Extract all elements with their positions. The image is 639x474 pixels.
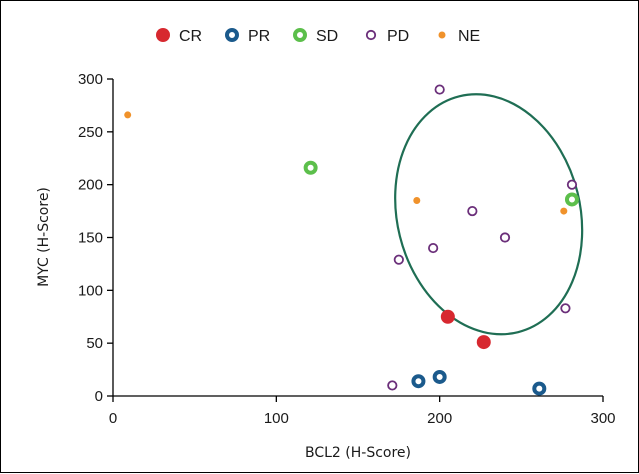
point-cr [476, 335, 491, 350]
point-pd [428, 242, 439, 254]
y-tick-label: 0 [95, 388, 103, 405]
point-ne [124, 111, 132, 119]
y-tick-label: 200 [78, 177, 103, 194]
point-cr [440, 309, 455, 324]
x-tick-label: 100 [264, 410, 289, 427]
point-pd [467, 205, 478, 217]
y-tick-label: 100 [78, 282, 103, 299]
x-ticks: 0 100 200 300 [109, 396, 616, 427]
y-axis-label: MYC (H-Score) [36, 187, 52, 287]
legend-label-ne: NE [458, 28, 480, 45]
point-sd [564, 192, 579, 207]
point-pd [393, 254, 404, 265]
data-points [124, 84, 579, 396]
point-pd [434, 84, 445, 95]
point-pd [499, 232, 511, 243]
legend-marker-ne [438, 31, 446, 39]
point-pr [432, 369, 447, 384]
y-tick-label: 300 [78, 71, 103, 88]
legend-marker-pr [225, 28, 239, 42]
y-tick-label: 50 [86, 335, 103, 352]
annotations [394, 93, 584, 336]
legend-marker-pd [365, 29, 377, 41]
point-pd [560, 303, 571, 314]
point-ne [413, 197, 421, 205]
legend-marker-sd [293, 28, 307, 42]
annotation-ellipse [394, 93, 584, 336]
legend-label-sd: SD [316, 28, 338, 45]
legend: CR PR SD PD NE [156, 28, 480, 45]
x-tick-label: 0 [109, 410, 117, 427]
y-tick-label: 150 [78, 230, 103, 247]
x-axis-label: BCL2 (H-Score) [305, 445, 411, 461]
x-tick-label: 300 [590, 410, 615, 427]
point-ne [560, 207, 568, 215]
x-tick-label: 200 [427, 410, 452, 427]
legend-label-pd: PD [387, 28, 409, 45]
legend-label-pr: PR [248, 28, 270, 45]
point-sd [303, 160, 318, 175]
legend-label-cr: CR [179, 28, 202, 45]
axes [112, 79, 603, 397]
point-pr [532, 381, 547, 396]
legend-marker-cr [156, 28, 170, 42]
y-ticks: 0 50 100 150 200 250 300 [78, 71, 113, 405]
y-tick-label: 250 [78, 124, 103, 141]
point-pd [566, 179, 578, 190]
point-pr [411, 374, 426, 389]
point-pd [387, 380, 398, 391]
